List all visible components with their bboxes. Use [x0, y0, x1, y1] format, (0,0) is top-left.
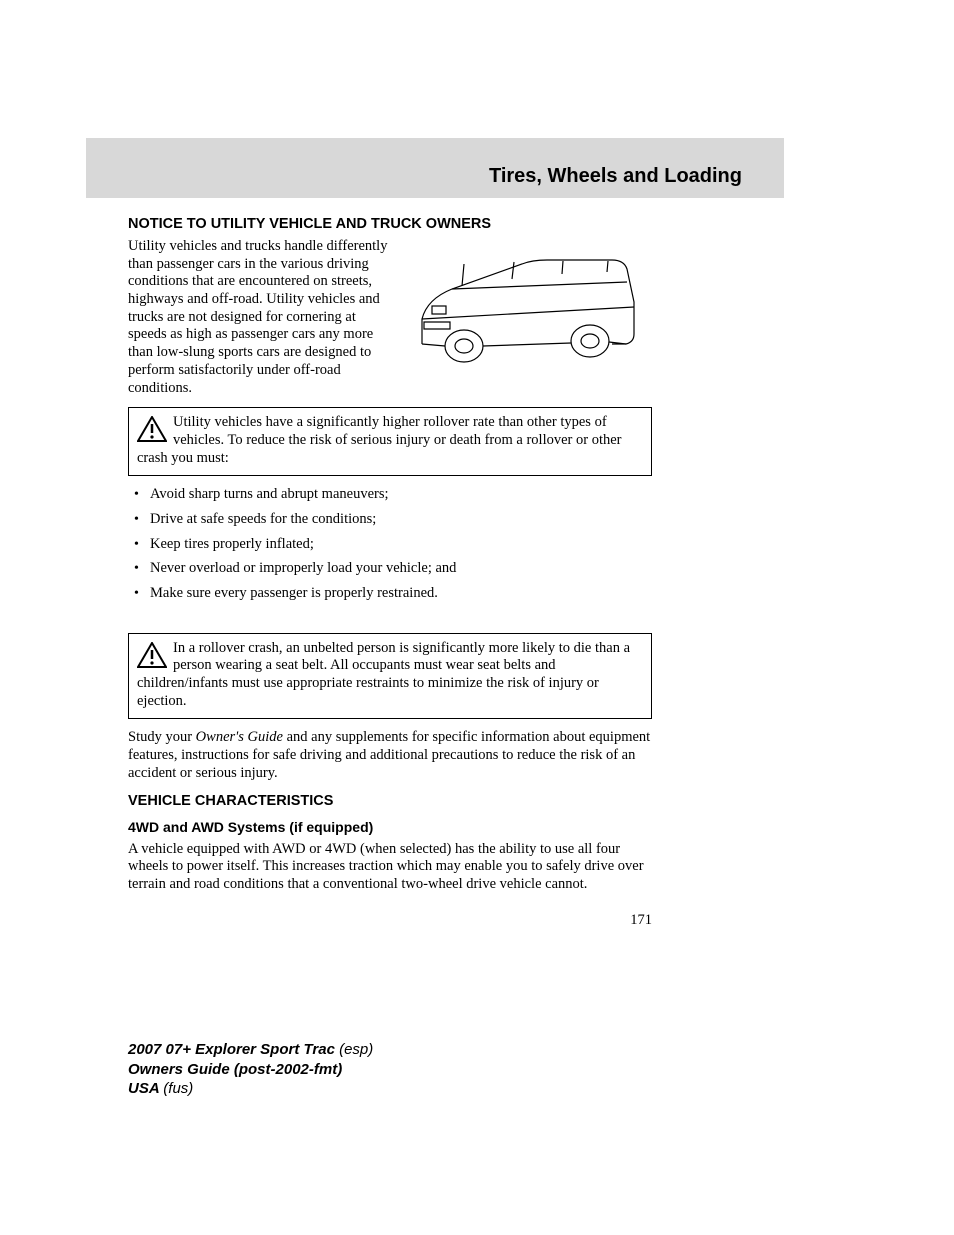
bullet-item: Never overload or improperly load your v…	[128, 560, 652, 578]
warning-triangle-icon	[137, 416, 167, 442]
intro-block: Utility vehicles and trucks handle diffe…	[128, 238, 652, 397]
footer-usa: USA	[128, 1080, 163, 1097]
study-paragraph: Study your Owner's Guide and any supplem…	[128, 729, 652, 782]
warning-box-seatbelt: In a rollover crash, an unbelted person …	[128, 633, 652, 720]
footer-guide: Owners Guide (post-2002-fmt)	[128, 1061, 342, 1078]
4wd-awd-subheading: 4WD and AWD Systems (if equipped)	[128, 819, 652, 835]
bullet-item: Keep tires properly inflated;	[128, 536, 652, 554]
footer-esp: (esp)	[339, 1041, 373, 1058]
warning2-text: In a rollover crash, an unbelted person …	[137, 640, 643, 711]
bullet-item: Avoid sharp turns and abrupt maneuvers;	[128, 486, 652, 504]
owners-guide-italic: Owner's Guide	[196, 729, 283, 745]
suv-illustration	[402, 238, 652, 384]
page-footer: 2007 07+ Explorer Sport Trac (esp) Owner…	[128, 1040, 373, 1099]
4wd-awd-text: A vehicle equipped with AWD or 4WD (when…	[128, 841, 652, 894]
study-prefix: Study your	[128, 729, 196, 745]
bullet-item: Make sure every passenger is properly re…	[128, 585, 652, 603]
warning-triangle-icon	[137, 642, 167, 668]
intro-text: Utility vehicles and trucks handle diffe…	[128, 238, 388, 397]
safety-bullets: Avoid sharp turns and abrupt maneuvers; …	[128, 486, 652, 602]
warning-box-rollover: Utility vehicles have a significantly hi…	[128, 407, 652, 476]
notice-heading: NOTICE TO UTILITY VEHICLE AND TRUCK OWNE…	[128, 216, 652, 232]
page-number: 171	[128, 912, 652, 929]
vehicle-char-heading: VEHICLE CHARACTERISTICS	[128, 793, 652, 809]
footer-vehicle: 2007 07+ Explorer Sport Trac	[128, 1041, 339, 1058]
footer-fus: (fus)	[163, 1080, 193, 1097]
warning1-text: Utility vehicles have a significantly hi…	[137, 414, 643, 467]
page-content: NOTICE TO UTILITY VEHICLE AND TRUCK OWNE…	[128, 216, 652, 929]
section-header-bar: Tires, Wheels and Loading	[86, 138, 784, 198]
section-title: Tires, Wheels and Loading	[489, 165, 742, 188]
bullet-item: Drive at safe speeds for the conditions;	[128, 511, 652, 529]
